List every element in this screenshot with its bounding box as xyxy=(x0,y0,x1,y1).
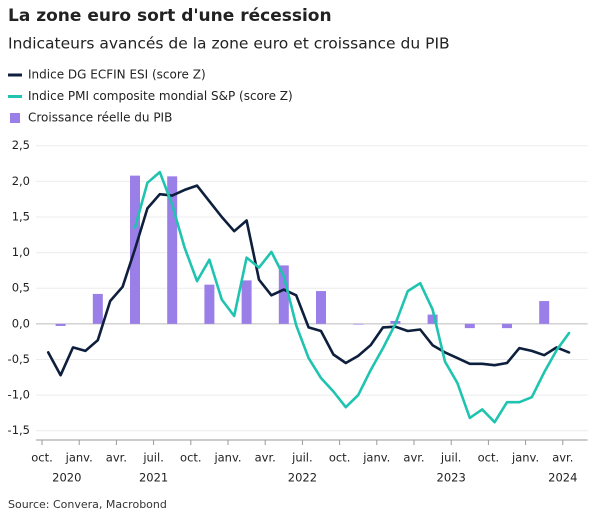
legend-swatch xyxy=(10,113,20,123)
x-year-label: 2021 xyxy=(139,471,168,485)
x-year-label: 2022 xyxy=(288,471,317,485)
x-tick-label: oct. xyxy=(478,451,500,465)
y-tick-label: 1,5 xyxy=(12,209,30,223)
x-tick-label: oct. xyxy=(180,451,202,465)
x-tick-label: juil. xyxy=(440,451,462,465)
line xyxy=(133,170,571,424)
bar xyxy=(167,176,178,324)
bar xyxy=(353,323,364,325)
bar xyxy=(278,265,289,324)
x-tick-label: avr. xyxy=(255,451,276,465)
line xyxy=(46,184,571,377)
legend-label: Croissance réelle du PIB xyxy=(28,111,172,125)
x-tick-label: oct. xyxy=(31,451,53,465)
y-tick-label: 2,5 xyxy=(12,138,30,152)
bar xyxy=(539,301,550,324)
chart-subtitle: Indicateurs avancés de la zone euro et c… xyxy=(8,35,450,53)
y-tick-label: -0,5 xyxy=(8,352,30,366)
x-tick-label: janv. xyxy=(511,451,539,465)
bar xyxy=(502,323,512,329)
bar xyxy=(464,323,475,329)
y-tick-label: 1,0 xyxy=(12,245,30,259)
bar xyxy=(55,323,66,326)
x-tick-label: janv. xyxy=(362,451,390,465)
x-tick-label: oct. xyxy=(329,451,351,465)
x-tick-label: avr. xyxy=(106,451,127,465)
bar xyxy=(241,280,252,324)
x-year-label: 2023 xyxy=(437,471,466,485)
x-year-label: 2020 xyxy=(52,471,81,485)
x-tick-label: janv. xyxy=(213,451,241,465)
bar xyxy=(427,314,438,324)
legend-label: Indice PMI composite mondial S&P (score … xyxy=(28,89,293,103)
x-year-label: 2024 xyxy=(548,471,577,485)
bar xyxy=(316,291,326,324)
y-tick-label: 0,5 xyxy=(12,281,30,295)
chart-title: La zone euro sort d'une récession xyxy=(8,6,332,26)
y-tick-label: 0,0 xyxy=(12,316,30,330)
x-tick-label: avr. xyxy=(552,451,573,465)
x-tick-label: juil. xyxy=(142,451,164,465)
source: Source: Convera, Macrobond xyxy=(8,498,167,511)
y-tick-label: -1,0 xyxy=(8,388,30,402)
x-tick-label: juil. xyxy=(291,451,313,465)
x-tick-label: avr. xyxy=(403,451,424,465)
bar xyxy=(92,293,103,324)
y-tick-label: -1,5 xyxy=(8,423,30,437)
x-tick-label: janv. xyxy=(65,451,93,465)
y-tick-label: 2,0 xyxy=(12,174,30,188)
legend-label: Indice DG ECFIN ESI (score Z) xyxy=(28,68,206,82)
bar xyxy=(204,284,215,324)
